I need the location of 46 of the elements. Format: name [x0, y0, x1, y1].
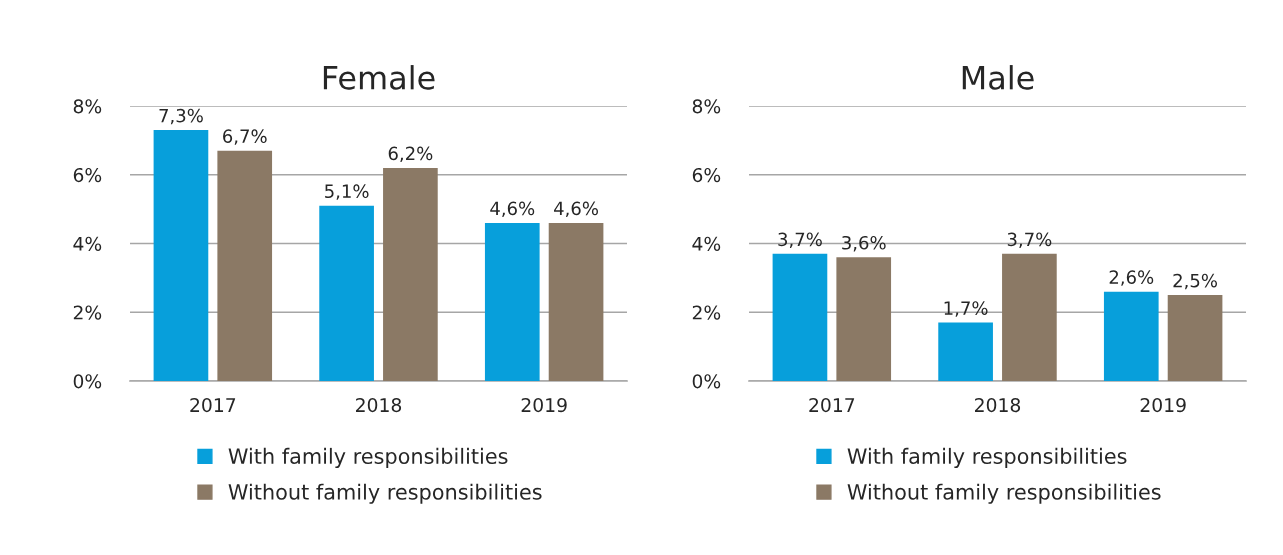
data-label: 3,7% [1007, 232, 1052, 248]
x-tick-label: 2018 [975, 398, 1021, 413]
bar [217, 150, 273, 381]
bar [938, 322, 993, 381]
x-tick-label: 2019 [1140, 398, 1186, 413]
y-tick-label: 2% [692, 305, 721, 320]
data-label: 2,5% [1173, 273, 1217, 290]
data-label: 3,6% [842, 235, 886, 252]
x-tick-label: 2017 [190, 398, 236, 413]
data-label: 3,7% [778, 232, 822, 248]
y-tick-label: 2% [73, 305, 102, 320]
bar [548, 222, 604, 381]
data-label: 5,1% [325, 184, 369, 200]
bar [836, 257, 892, 381]
y-tick-label: 8% [692, 99, 721, 114]
bar [153, 130, 209, 381]
data-label: 4,6% [490, 201, 535, 218]
chart-title: Male [962, 65, 1034, 90]
legend-label: With family responsibilities [228, 447, 508, 469]
bar [319, 205, 374, 381]
y-tick-label: 6% [692, 167, 721, 183]
data-label: 6,7% [223, 129, 267, 145]
bar [383, 167, 438, 381]
y-tick-label: 4% [73, 236, 102, 251]
bar [484, 222, 540, 381]
y-tick-label: 4% [692, 236, 721, 251]
legend-label: Without family responsibilities [228, 483, 542, 504]
data-label: 1,7% [944, 301, 988, 317]
x-tick-label: 2017 [809, 398, 855, 413]
data-label: 4,6% [554, 201, 598, 218]
y-tick-label: 0% [73, 374, 102, 389]
y-tick-label: 8% [73, 99, 102, 114]
y-tick-label: 6% [73, 167, 102, 183]
bar [1002, 253, 1057, 381]
x-tick-label: 2019 [521, 398, 567, 413]
data-label: 7,3% [159, 108, 203, 125]
legend-label: With family responsibilities [847, 447, 1127, 469]
bar [1103, 291, 1159, 381]
legend-label: Without family responsibilities [847, 483, 1161, 504]
data-label: 6,2% [388, 146, 433, 163]
x-tick-label: 2018 [356, 398, 402, 413]
data-label: 2,6% [1109, 270, 1154, 286]
bar [1167, 295, 1223, 381]
bar [772, 253, 828, 381]
y-tick-label: 0% [692, 374, 721, 389]
chart-title: Female [323, 65, 435, 90]
